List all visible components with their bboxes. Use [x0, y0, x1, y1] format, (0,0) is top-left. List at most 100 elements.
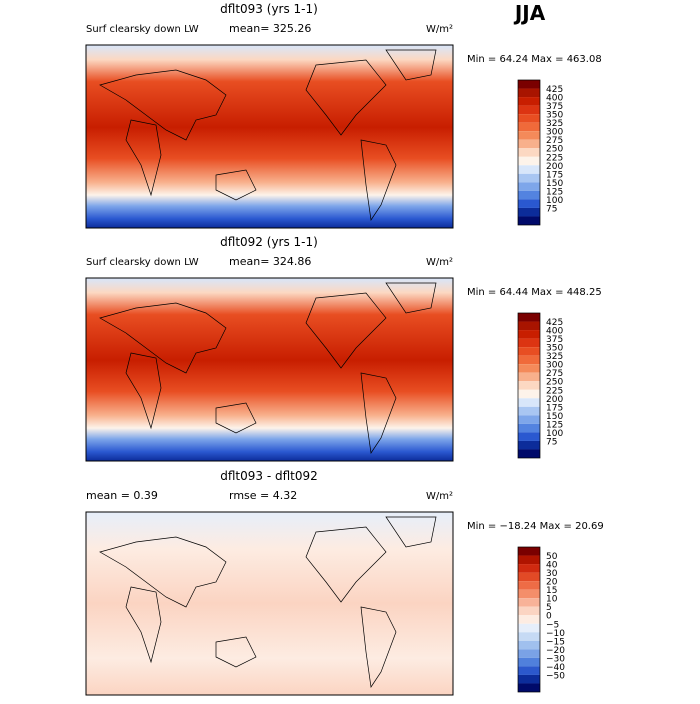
colorbar-label: 375 — [546, 335, 563, 345]
colorbar-box — [518, 555, 540, 565]
map — [86, 45, 453, 228]
colorbar-label: 250 — [546, 145, 563, 155]
colorbar-box — [518, 589, 540, 599]
map-frame — [85, 511, 454, 696]
colorbar-box — [518, 139, 540, 149]
colorbar-box — [518, 105, 540, 115]
colorbar-label: 20 — [546, 578, 558, 588]
mean: mean= 325.26 — [229, 22, 311, 35]
colorbar-label: 250 — [546, 378, 563, 388]
colorbar-box — [518, 440, 540, 450]
colorbar-label: 125 — [546, 420, 563, 430]
colorbar-box — [518, 313, 540, 322]
min-max: Min = 64.24 Max = 463.08 — [467, 54, 602, 65]
colorbar-label: 0 — [546, 612, 552, 622]
colorbar-label: 75 — [546, 437, 557, 447]
mean: mean= 324.86 — [229, 255, 311, 268]
colorbar-label: 150 — [546, 412, 563, 422]
colorbar-label: −10 — [546, 629, 565, 639]
colorbar-label: −20 — [546, 646, 565, 656]
colorbar-box — [518, 683, 540, 692]
colorbar-label: 150 — [546, 179, 563, 189]
panel-title: dflt093 (yrs 1-1) — [220, 2, 318, 16]
colorbar-label: 375 — [546, 102, 563, 112]
colorbar-label: −50 — [546, 671, 565, 681]
colorbar-box — [518, 564, 540, 573]
colorbar-label: 15 — [546, 586, 557, 596]
colorbar-frame — [517, 79, 541, 226]
colorbar-label: 100 — [546, 429, 563, 439]
colorbar-box — [518, 449, 540, 458]
colorbar-box — [518, 674, 540, 684]
colorbar-box — [518, 347, 540, 356]
colorbar-box — [518, 415, 540, 424]
map — [86, 278, 453, 461]
units: W/m² — [426, 491, 453, 502]
colorbar-label: 75 — [546, 204, 557, 214]
map-frame — [85, 277, 454, 462]
colorbar-box — [518, 389, 540, 399]
colorbar-box — [518, 364, 540, 373]
min-max: Min = 64.44 Max = 448.25 — [467, 287, 602, 298]
colorbar-label: 30 — [546, 569, 558, 579]
colorbar-label: 300 — [546, 361, 563, 371]
colorbar-frame — [517, 546, 541, 693]
min-max: Min = −18.24 Max = 20.69 — [467, 521, 604, 532]
colorbar-box — [518, 165, 540, 174]
colorbar-box — [518, 406, 540, 416]
colorbar-box — [518, 131, 540, 140]
colorbar-label: 225 — [546, 386, 563, 396]
colorbar-label: 275 — [546, 136, 563, 146]
colorbar-box — [518, 372, 540, 382]
colorbar-box — [518, 423, 540, 433]
colorbar-label: 200 — [546, 162, 563, 172]
colorbar-label: 275 — [546, 369, 563, 379]
panel-title: dflt092 (yrs 1-1) — [220, 235, 318, 249]
map-frame — [85, 44, 454, 229]
colorbar-box — [518, 572, 540, 582]
colorbar-label: 325 — [546, 119, 563, 129]
colorbar-box — [518, 88, 540, 98]
colorbar-label: 10 — [546, 595, 558, 605]
colorbar-label: 400 — [546, 94, 563, 104]
colorbar-label: 325 — [546, 352, 563, 362]
colorbar-box — [518, 330, 540, 339]
colorbar-box — [518, 657, 540, 667]
colorbar-label: 50 — [546, 552, 558, 562]
units: W/m² — [426, 24, 453, 35]
colorbar-label: −15 — [546, 637, 565, 647]
colorbar-box — [518, 148, 540, 157]
colorbar-box — [518, 80, 540, 89]
colorbar-label: 125 — [546, 187, 563, 197]
colorbar-label: 225 — [546, 153, 563, 163]
colorbar-box — [518, 632, 540, 641]
colorbar-label: 300 — [546, 128, 563, 138]
colorbar-box — [518, 581, 540, 590]
colorbar-box — [518, 355, 540, 365]
colorbar-box — [518, 640, 540, 650]
colorbar-box — [518, 338, 540, 348]
colorbar-box — [518, 615, 540, 624]
colorbar-label: 425 — [546, 85, 563, 95]
colorbar-box — [518, 199, 540, 208]
colorbar-label: 200 — [546, 395, 563, 405]
colorbar-label: 425 — [546, 318, 563, 328]
colorbar-label: 175 — [546, 170, 563, 180]
variable: Surf clearsky down LW — [86, 257, 199, 268]
colorbar-box — [518, 547, 540, 556]
colorbar-box — [518, 190, 540, 200]
colorbar-box — [518, 182, 540, 191]
colorbar-box — [518, 321, 540, 331]
panel-title: dflt093 - dflt092 — [220, 469, 318, 483]
colorbar-label: 350 — [546, 344, 563, 354]
colorbar-box — [518, 432, 540, 441]
rmse: rmse = 4.32 — [229, 489, 297, 502]
colorbar-box — [518, 122, 540, 132]
colorbar-box — [518, 598, 540, 607]
colorbar-box — [518, 173, 540, 183]
season: JJA — [513, 1, 546, 25]
units: W/m² — [426, 257, 453, 268]
colorbar-box — [518, 216, 540, 225]
colorbar-box — [518, 606, 540, 616]
